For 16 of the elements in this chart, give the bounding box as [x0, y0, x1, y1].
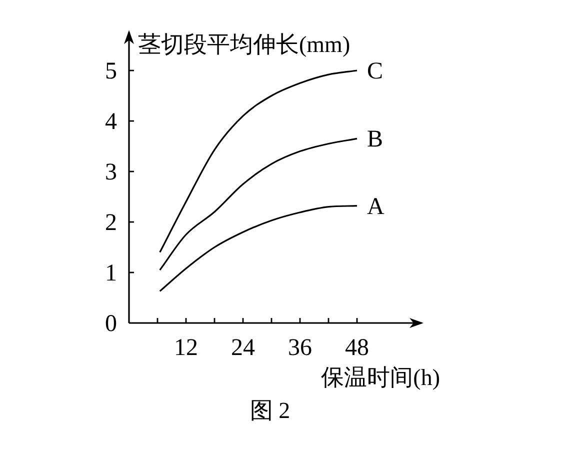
- y-tick: 5: [105, 58, 117, 84]
- series-label: C: [367, 58, 384, 84]
- ylabel: 茎切段平均伸长(mm): [138, 32, 350, 58]
- y-tick: 0: [105, 311, 117, 337]
- x-tick: 24: [231, 335, 255, 361]
- x-tick: 36: [288, 335, 312, 361]
- x-tick: 48: [345, 335, 369, 361]
- y-tick: 4: [105, 109, 117, 135]
- series-label: A: [367, 194, 384, 220]
- y-tick: 1: [105, 260, 117, 286]
- y-tick: 3: [105, 160, 117, 186]
- y-tick: 2: [105, 210, 117, 236]
- x-tick: 12: [174, 335, 198, 361]
- series-label: B: [367, 126, 384, 153]
- annotation: 图 2: [250, 398, 290, 423]
- xlabel: 保温时间(h): [321, 365, 440, 390]
